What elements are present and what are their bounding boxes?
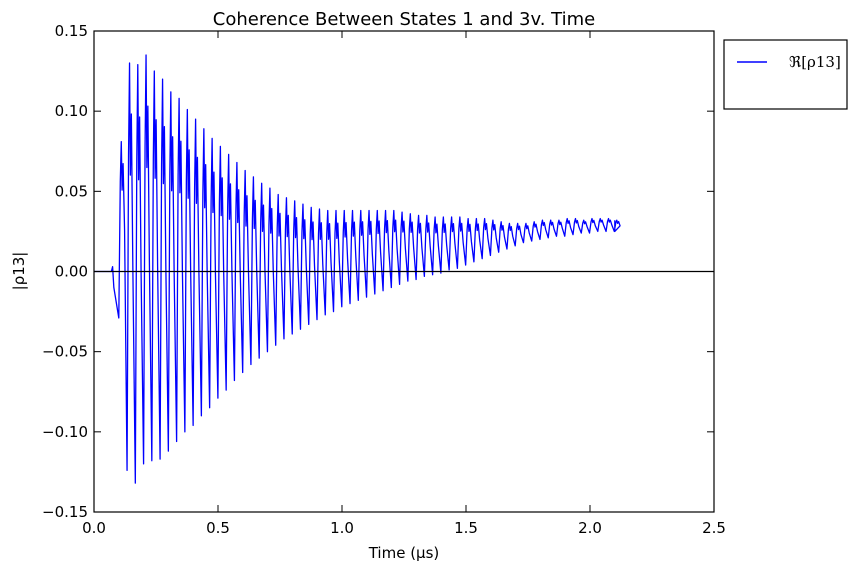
legend-frame <box>723 39 848 110</box>
y-tick-label: −0.10 <box>42 423 88 441</box>
x-tick-label: 1.5 <box>454 519 478 537</box>
legend: ℜ[ρ13] <box>723 39 848 110</box>
x-tick-label: 0.5 <box>206 519 230 537</box>
y-tick-label: −0.15 <box>42 503 88 521</box>
y-tick-label: 0.15 <box>55 22 88 40</box>
y-axis-label: |ρ13| <box>10 252 28 291</box>
x-tick-label: 2.0 <box>578 519 602 537</box>
legend-label: ℜ[ρ13] <box>789 53 841 71</box>
x-axis-label: Time (μs) <box>368 544 440 562</box>
y-tick-label: −0.05 <box>42 343 88 361</box>
y-tick-label: 0.05 <box>55 182 88 200</box>
series-line <box>94 54 621 484</box>
x-tick-label: 1.0 <box>330 519 354 537</box>
plot-frame <box>93 30 715 513</box>
y-tick-label: 0.00 <box>55 263 88 281</box>
y-tick-label: 0.10 <box>55 102 88 120</box>
x-tick-label: 0.0 <box>82 519 106 537</box>
series-layer <box>94 54 621 484</box>
chart-title: Coherence Between States 1 and 3v. Time <box>213 9 595 30</box>
x-tick-label: 2.5 <box>702 519 726 537</box>
tick-layer: 0.0 0.5 1.0 1.5 2.0 2.5 0.15 0.10 0.05 0.00 −0.05 −… <box>42 22 726 537</box>
